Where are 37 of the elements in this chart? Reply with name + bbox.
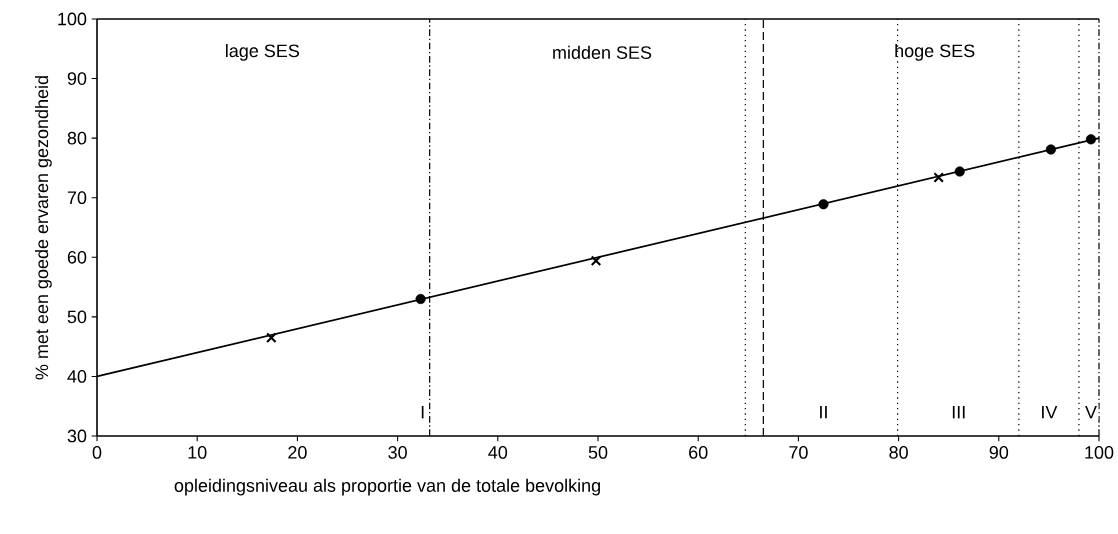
- y-tick-label: 80: [67, 131, 87, 145]
- point: [1045, 144, 1056, 155]
- x-tick-label: 0: [92, 446, 102, 459]
- x-tick-label: 20: [288, 446, 307, 459]
- y-tick-label: 40: [67, 370, 87, 383]
- annotation: II: [820, 405, 827, 419]
- x-tick-label: 50: [588, 446, 608, 459]
- annotation: lage SES: [226, 43, 300, 61]
- x-tick-label: 90: [989, 446, 1009, 459]
- y-tick-label: 70: [67, 191, 87, 205]
- point: [590, 255, 602, 267]
- y-tick-label: 100: [58, 12, 87, 26]
- annotation: hoge SES: [895, 43, 975, 61]
- y-axis-title: % met een goede ervaren gezondheid: [34, 76, 52, 380]
- x-tick-label: 10: [188, 446, 207, 459]
- x-axis-title: opleidingsniveau als proportie van de totale bevolking: [174, 478, 600, 496]
- x-tick-label: 60: [689, 446, 708, 459]
- point: [933, 172, 944, 183]
- annotation: V: [1085, 405, 1097, 419]
- point: [818, 199, 829, 210]
- x-tick-label: 30: [388, 446, 407, 459]
- annotation: IV: [1042, 405, 1058, 419]
- x-tick-label: 80: [889, 446, 908, 459]
- y-tick-label: 90: [67, 72, 87, 85]
- point: [954, 166, 965, 177]
- annotation: midden SES: [553, 45, 652, 59]
- y-tick-label: 50: [67, 310, 87, 324]
- y-tick-label: 30: [67, 429, 87, 443]
- x-tick-label: 70: [789, 446, 808, 459]
- x-tick-label: 40: [488, 446, 508, 459]
- point: [1085, 134, 1097, 145]
- annotation: III: [952, 405, 965, 419]
- y-tick-label: 60: [67, 250, 87, 264]
- x-tick-label: 100: [1085, 446, 1114, 459]
- annotation: I: [421, 405, 424, 419]
- point: [415, 293, 426, 305]
- point: [266, 332, 277, 344]
